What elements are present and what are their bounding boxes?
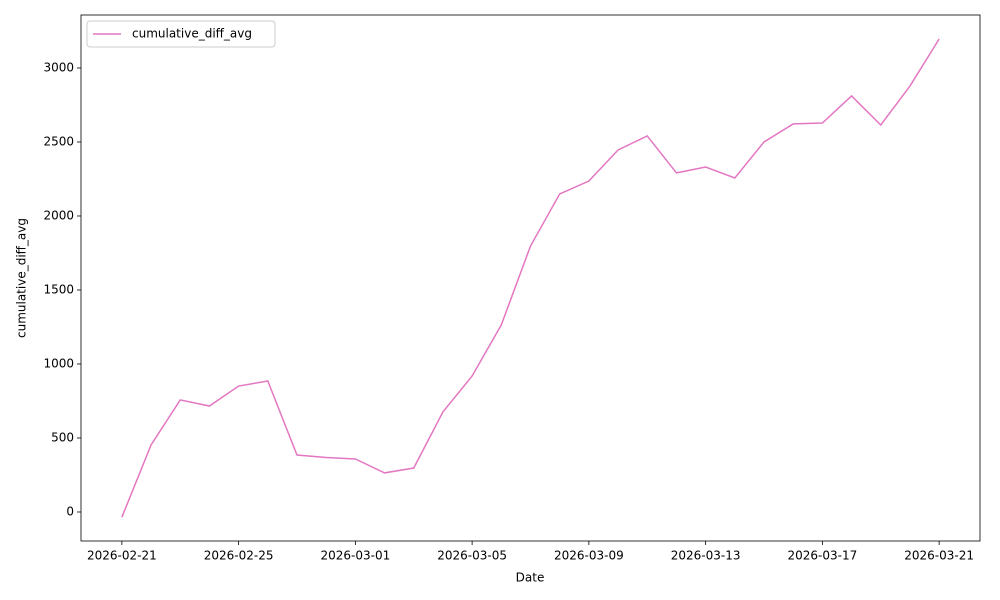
legend-box <box>86 20 276 48</box>
x-tick-label: 2026-03-21 <box>904 549 974 563</box>
y-tick-label: 1000 <box>43 356 74 370</box>
x-tick-label: 2026-03-05 <box>437 549 507 563</box>
y-tick-label: 0 <box>66 504 74 518</box>
x-tick-label: 2026-03-17 <box>788 549 858 563</box>
y-tick-label: 500 <box>51 430 74 444</box>
y-axis-label: cumulative_diff_avg <box>15 218 29 338</box>
x-tick-label: 2026-03-01 <box>320 549 390 563</box>
x-axis-label: Date <box>516 571 545 585</box>
data-line <box>121 38 940 518</box>
x-tick-label: 2026-03-13 <box>671 549 741 563</box>
x-tick-label: 2026-02-21 <box>87 549 157 563</box>
legend-label: cumulative_diff_avg <box>132 27 252 41</box>
y-tick-label: 2500 <box>43 134 74 148</box>
x-tick-label: 2026-03-09 <box>554 549 624 563</box>
y-tick-label: 3000 <box>43 60 74 74</box>
y-tick-label: 1500 <box>43 282 74 296</box>
plot-frame <box>80 14 981 542</box>
x-tick-label: 2026-02-25 <box>204 549 274 563</box>
y-tick-label: 2000 <box>43 208 74 222</box>
